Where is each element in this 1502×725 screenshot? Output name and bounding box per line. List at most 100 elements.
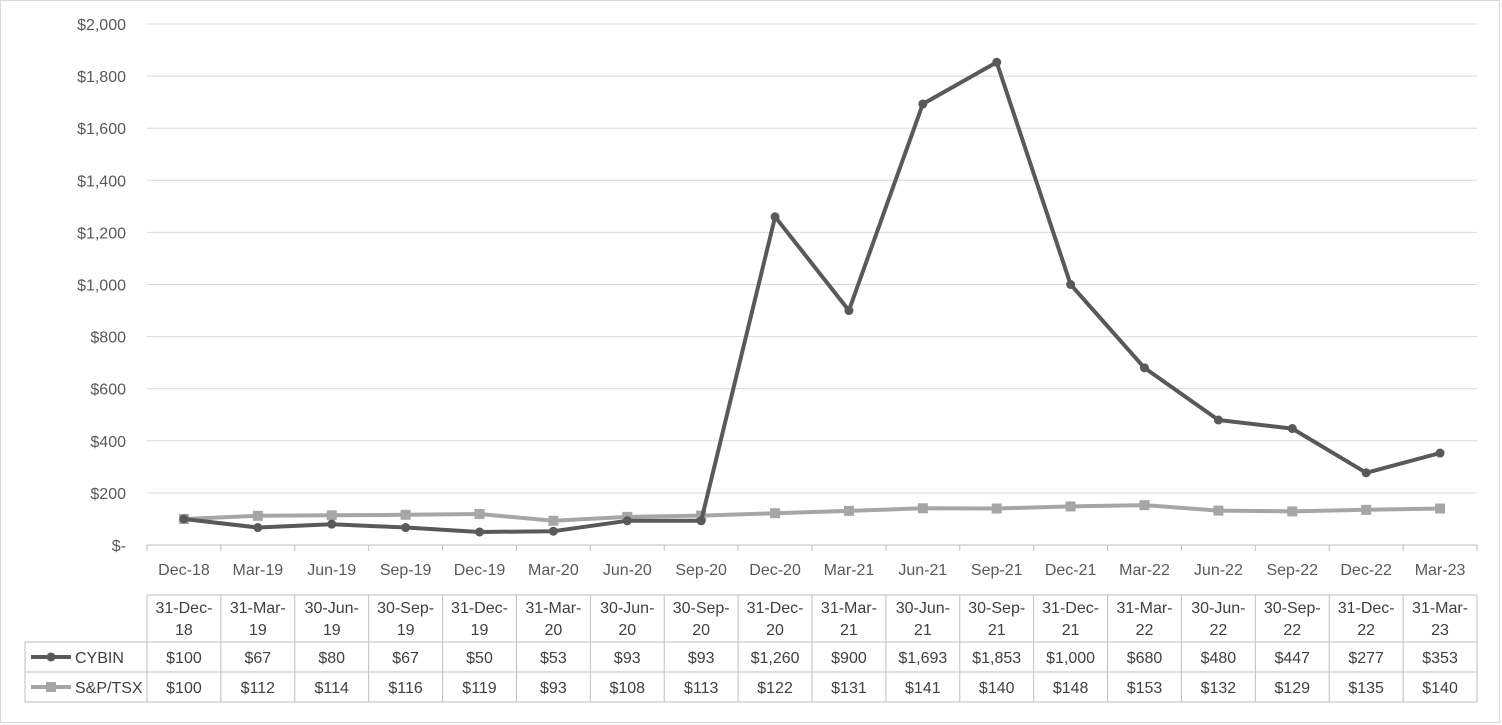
data-point [1361, 504, 1372, 515]
table-header: 19 [471, 622, 489, 639]
data-point [548, 515, 559, 526]
data-point [844, 306, 854, 316]
table-header: 31-Mar- [1412, 600, 1468, 617]
data-point [401, 523, 411, 533]
table-cell: $153 [1127, 680, 1163, 697]
legend-label: S&P/TSX [75, 680, 143, 697]
data-point [548, 526, 558, 536]
table-cell: $140 [979, 680, 1015, 697]
data-point [1435, 503, 1446, 514]
data-point [1139, 500, 1150, 511]
table-header: 22 [1136, 622, 1154, 639]
table-cell: $129 [1274, 680, 1310, 697]
table-header: 31-Dec- [155, 600, 212, 617]
data-point [400, 509, 411, 520]
data-point [918, 99, 928, 109]
table-cell: $112 [241, 680, 276, 697]
x-tick-label: Mar-23 [1415, 562, 1466, 579]
x-tick-label: Mar-19 [232, 562, 283, 579]
table-cell: $140 [1422, 680, 1458, 697]
data-point [991, 503, 1002, 514]
series-line-1 [183, 503, 1441, 523]
table-cell: $100 [166, 680, 202, 697]
x-tick-label: Jun-22 [1194, 562, 1243, 579]
table-cell: $1,260 [751, 650, 800, 667]
data-point [992, 57, 1002, 67]
table-header: 18 [175, 622, 193, 639]
table-header: 31-Dec- [1042, 600, 1099, 617]
table-cell: $108 [609, 680, 645, 697]
data-point [1065, 501, 1076, 512]
data-point [1287, 424, 1297, 434]
table-header: 22 [1283, 622, 1301, 639]
x-tick-label: Dec-20 [749, 562, 801, 579]
table-header: 23 [1431, 622, 1449, 639]
table-header: 21 [840, 622, 858, 639]
data-point [179, 514, 189, 524]
series-line-0 [183, 60, 1441, 534]
data-point [843, 505, 854, 516]
table-header: 30-Sep- [673, 600, 730, 617]
y-tick-label: $1,400 [77, 173, 126, 190]
table-cell: $480 [1201, 650, 1237, 667]
table-cell: $80 [318, 650, 345, 667]
table-header: 21 [988, 622, 1006, 639]
x-tick-label: Mar-22 [1119, 562, 1170, 579]
table-header: 21 [1062, 622, 1080, 639]
table-cell: $353 [1422, 650, 1458, 667]
table-cell: $119 [462, 680, 497, 697]
data-point [327, 519, 337, 529]
table-header: 31-Mar- [1116, 600, 1172, 617]
table-header: 30-Sep- [377, 600, 434, 617]
table-cell: $100 [166, 650, 202, 667]
data-point [917, 503, 928, 514]
data-point [1287, 506, 1298, 517]
table-cell: $132 [1201, 680, 1237, 697]
table-header: 31-Mar- [525, 600, 581, 617]
table-header: 20 [692, 622, 710, 639]
x-tick-label: Dec-21 [1045, 562, 1097, 579]
table-cell: $1,853 [972, 650, 1021, 667]
data-point [1213, 505, 1224, 516]
y-tick-label: $200 [90, 486, 126, 503]
y-tick-label: $- [112, 538, 126, 555]
x-tick-label: Jun-20 [603, 562, 652, 579]
table-header: 30-Jun- [305, 600, 359, 617]
table-cell: $50 [466, 650, 493, 667]
table-cell: $114 [315, 680, 350, 697]
x-tick-label: Jun-19 [307, 562, 356, 579]
table-header: 31-Dec- [451, 600, 508, 617]
table-cell: $1,000 [1046, 650, 1095, 667]
y-tick-label: $1,800 [77, 69, 126, 86]
table-cell: $93 [540, 680, 567, 697]
table-cell: $53 [540, 650, 567, 667]
y-tick-label: $1,000 [77, 278, 126, 295]
x-tick-label: Sep-22 [1266, 562, 1318, 579]
data-point [622, 516, 632, 526]
data-point [1213, 415, 1223, 425]
table-header: 30-Sep- [1264, 600, 1321, 617]
y-tick-label: $1,600 [77, 121, 126, 138]
x-tick-label: Dec-19 [454, 562, 506, 579]
table-cell: $116 [388, 680, 423, 697]
table-cell: $447 [1274, 650, 1310, 667]
data-point [252, 510, 263, 521]
data-point [474, 509, 485, 520]
x-tick-label: Sep-20 [675, 562, 727, 579]
table-header: 22 [1209, 622, 1227, 639]
table-header: 22 [1357, 622, 1375, 639]
y-tick-label: $800 [90, 330, 126, 347]
table-cell: $900 [831, 650, 867, 667]
data-point [770, 508, 781, 519]
table-cell: $131 [831, 680, 867, 697]
data-point [1361, 468, 1371, 478]
legend-label: CYBIN [75, 650, 124, 667]
x-tick-label: Mar-20 [528, 562, 579, 579]
legend-key-marker [46, 652, 56, 662]
data-point [1066, 280, 1076, 289]
table-header: 31-Dec- [1338, 600, 1395, 617]
table-header: 19 [249, 622, 267, 639]
data-point [475, 527, 484, 537]
